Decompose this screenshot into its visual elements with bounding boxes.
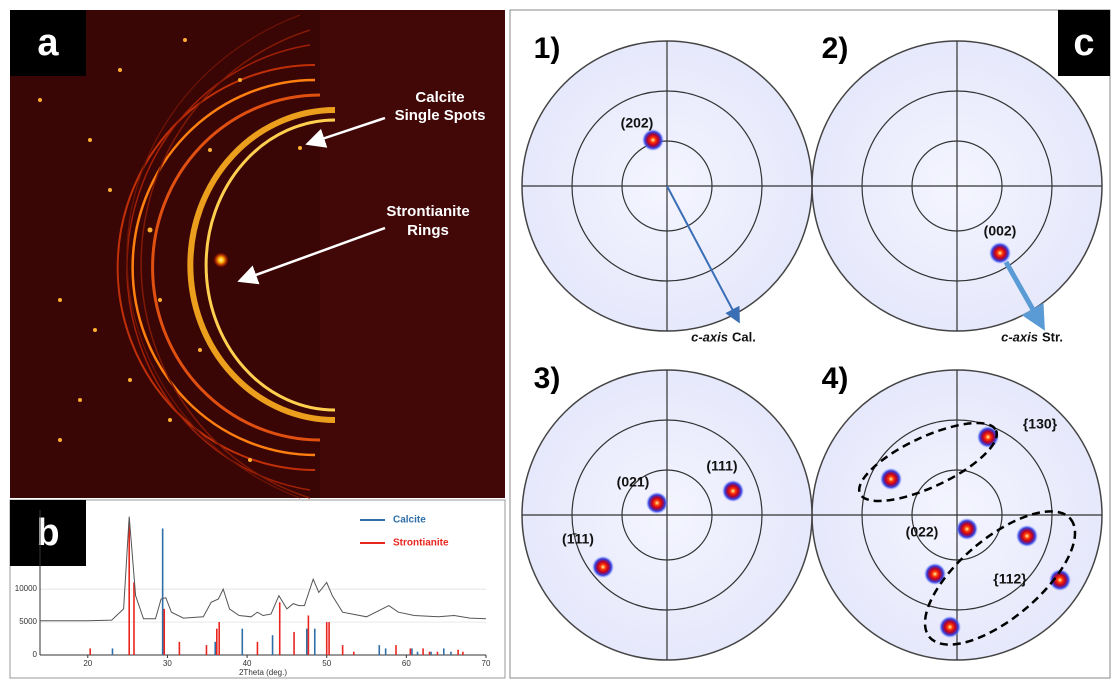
pole-figure xyxy=(812,41,1102,331)
figure-number: 2) xyxy=(822,32,849,65)
pole-spot xyxy=(880,468,902,490)
pole-spot xyxy=(939,616,961,638)
y-tick-label: 0 xyxy=(33,650,38,659)
pole-figure xyxy=(812,370,1102,660)
spot-label: (1̄11) xyxy=(562,531,594,547)
axis-label-italic: c-axis xyxy=(691,329,728,344)
legend-label: Strontianite xyxy=(393,538,449,549)
panel-label: a xyxy=(37,22,59,64)
y-tick-label: 10000 xyxy=(15,584,38,593)
spot-label: {130} xyxy=(1023,416,1058,432)
pole-spot xyxy=(642,129,664,151)
pole-spot xyxy=(956,518,978,540)
x-tick-label: 60 xyxy=(402,659,411,668)
x-tick-label: 70 xyxy=(482,659,491,668)
figure-number: 4) xyxy=(822,362,849,395)
x-tick-label: 30 xyxy=(163,659,172,668)
y-tick-label: 5000 xyxy=(19,617,37,626)
spot-label: (111) xyxy=(706,458,737,474)
legend-label: Calcite xyxy=(393,515,426,526)
pole-spot xyxy=(989,242,1011,264)
axis-label: Str. xyxy=(1042,329,1063,344)
annotation: Single Spots xyxy=(395,107,486,124)
spot-label: (022) xyxy=(906,524,939,540)
pole-spot xyxy=(1016,525,1038,547)
panel-a: a Calcite Single Spots Strontianite Ring… xyxy=(10,10,505,498)
x-axis-label: 2Theta (deg.) xyxy=(239,668,287,677)
pole-figure xyxy=(522,370,812,660)
figure: a Calcite Single Spots Strontianite Ring… xyxy=(0,0,1117,682)
figure-number: 3) xyxy=(534,362,561,395)
x-tick-label: 40 xyxy=(243,659,252,668)
panel-label: c xyxy=(1073,22,1094,64)
figure-number: 1) xyxy=(534,32,561,65)
x-tick-label: 50 xyxy=(322,659,331,668)
spot-label: (002) xyxy=(984,223,1017,239)
annotation: Strontianite xyxy=(386,203,469,220)
pole-spot xyxy=(722,480,744,502)
pole-spot xyxy=(646,492,668,514)
spot-label: (021) xyxy=(617,474,650,490)
x-tick-label: 20 xyxy=(83,659,92,668)
pole-spot xyxy=(592,556,614,578)
panel-c: c 1) (202) c-axis Cal. 2) (002) c-axis Str. 3) (0… xyxy=(510,10,1110,678)
annotation: Rings xyxy=(407,222,449,239)
axis-label-italic: c-axis xyxy=(1001,329,1038,344)
axis-label: Cal. xyxy=(732,329,756,344)
spot-label: {112} xyxy=(993,571,1027,587)
spot-label: (202) xyxy=(621,115,654,131)
annotation: Calcite xyxy=(415,89,464,106)
